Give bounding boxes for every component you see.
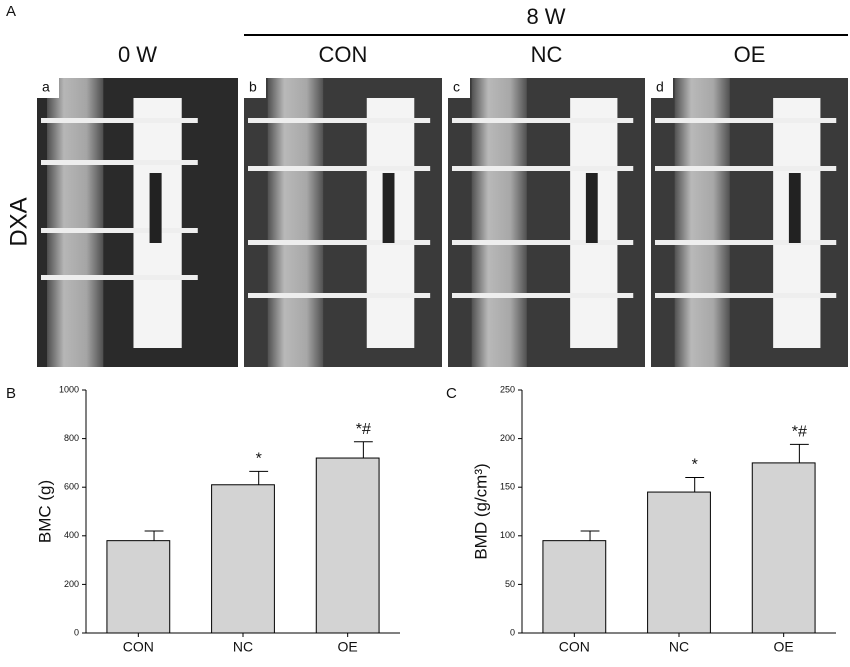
pin xyxy=(41,118,198,123)
pin xyxy=(655,118,837,123)
panel-label: B xyxy=(6,385,16,402)
row-label: DXA xyxy=(5,197,32,246)
slot xyxy=(382,173,395,243)
group-title: 8 W xyxy=(526,4,565,29)
x-tick-label: OE xyxy=(338,639,358,655)
slot xyxy=(149,173,162,243)
bone xyxy=(47,78,104,367)
pin xyxy=(248,240,431,245)
image-title: CON xyxy=(319,42,368,67)
annotation: *# xyxy=(792,424,807,441)
slot xyxy=(788,173,801,243)
y-tick-label: 400 xyxy=(64,530,79,540)
error-bar xyxy=(353,441,373,459)
slot xyxy=(585,173,598,243)
annotation: * xyxy=(692,457,698,474)
error-bar xyxy=(249,470,269,485)
y-tick-label: 250 xyxy=(500,384,515,394)
pin xyxy=(452,293,634,298)
annotation: * xyxy=(256,451,262,468)
bone xyxy=(471,78,527,367)
pin xyxy=(248,166,431,171)
bar xyxy=(315,457,380,634)
y-axis-label: BMD (g/cm³) xyxy=(471,463,490,559)
error-bar xyxy=(144,530,164,541)
y-tick-label: 0 xyxy=(74,627,79,637)
pin xyxy=(452,240,634,245)
image-title: OE xyxy=(734,42,766,67)
image-tag: a xyxy=(42,79,50,95)
x-tick-label: NC xyxy=(233,639,253,655)
panel-label: A xyxy=(6,3,16,20)
y-tick-label: 50 xyxy=(505,579,515,589)
pin xyxy=(452,166,634,171)
y-tick-label: 1000 xyxy=(59,384,79,394)
bone xyxy=(267,78,324,367)
y-tick-label: 150 xyxy=(500,482,515,492)
annotation: *# xyxy=(356,421,371,438)
bar xyxy=(751,462,816,634)
pin xyxy=(41,160,198,165)
y-tick-label: 200 xyxy=(500,433,515,443)
pin xyxy=(248,118,431,123)
y-tick-label: 0 xyxy=(510,627,515,637)
y-tick-label: 800 xyxy=(64,433,79,443)
error-bar xyxy=(685,476,705,493)
bar xyxy=(211,484,275,634)
tag-bg xyxy=(37,78,59,98)
pin xyxy=(655,240,837,245)
x-tick-label: CON xyxy=(123,639,154,655)
y-axis-label: BMC (g) xyxy=(35,480,54,543)
image-tag: b xyxy=(249,79,257,95)
pin xyxy=(41,275,198,280)
bar xyxy=(106,540,171,634)
tag-bg xyxy=(244,78,266,98)
tag-bg xyxy=(651,78,673,98)
pin xyxy=(248,293,431,298)
x-tick-label: OE xyxy=(774,639,794,655)
error-bar xyxy=(580,530,600,541)
panel-label: C xyxy=(446,385,457,402)
image-title: NC xyxy=(531,42,563,67)
x-tick-label: CON xyxy=(559,639,590,655)
error-bar xyxy=(789,443,809,463)
tag-bg xyxy=(448,78,470,98)
image-tag: c xyxy=(453,79,460,95)
bone xyxy=(674,78,730,367)
y-tick-label: 600 xyxy=(64,482,79,492)
y-tick-label: 200 xyxy=(64,579,79,589)
pin xyxy=(452,118,634,123)
image-title: 0 W xyxy=(118,42,157,67)
x-tick-label: NC xyxy=(669,639,689,655)
y-tick-label: 100 xyxy=(500,530,515,540)
bar xyxy=(542,540,607,634)
pin xyxy=(655,293,837,298)
pin xyxy=(655,166,837,171)
image-tag: d xyxy=(656,79,664,95)
pin xyxy=(41,228,198,233)
bar xyxy=(647,491,711,634)
